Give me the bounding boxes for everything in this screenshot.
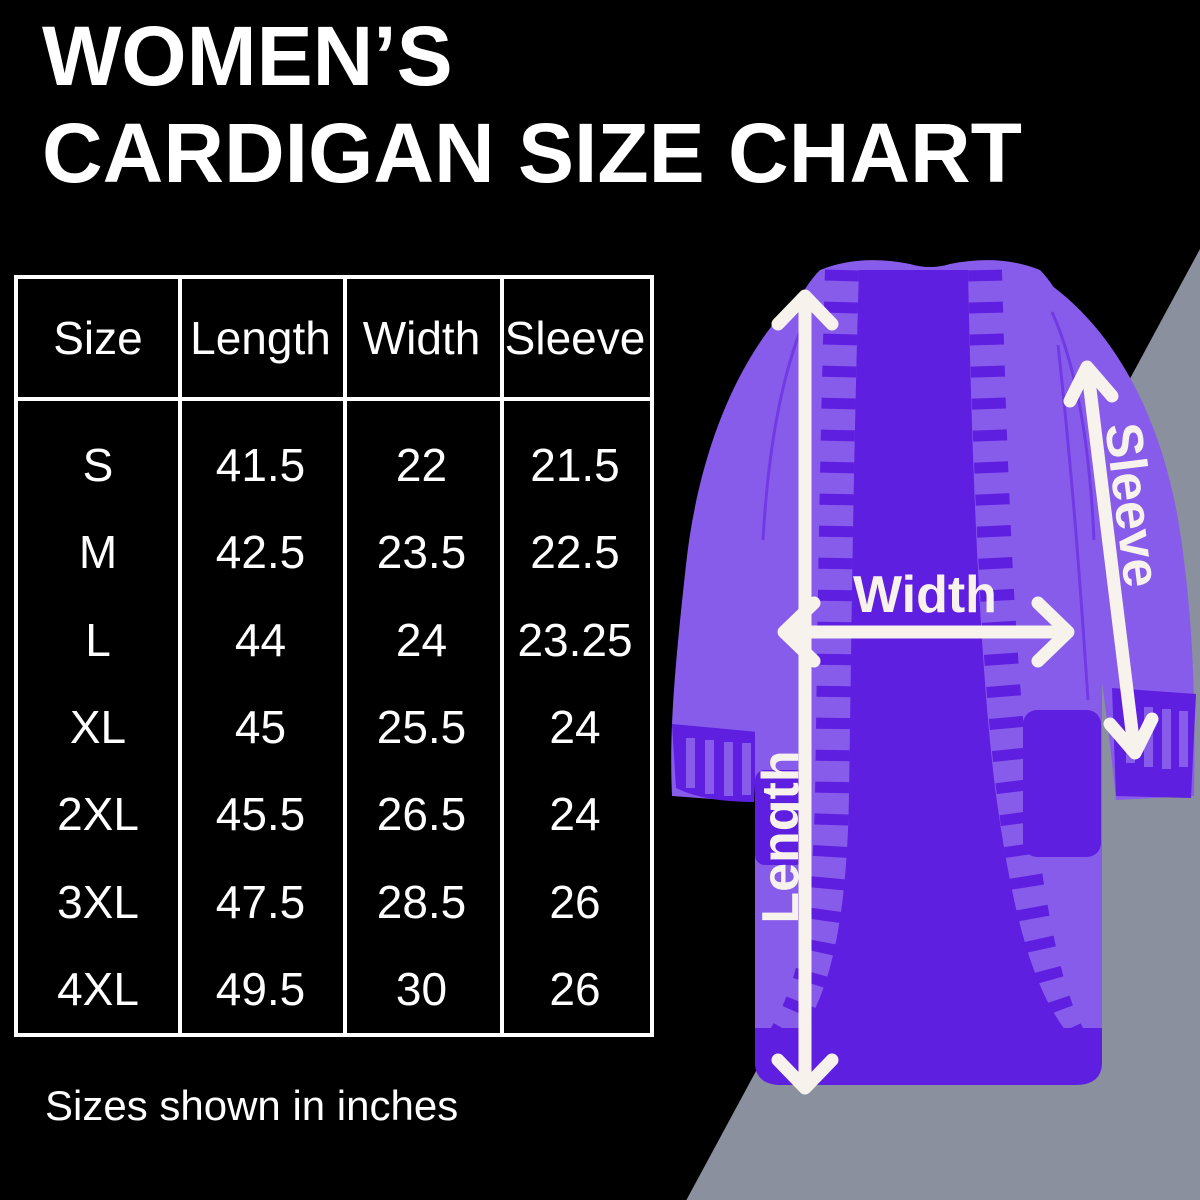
table-cell: 21.5 [530,438,620,491]
table-cell: 47.5 [215,875,306,928]
right-front-trim [968,269,1086,1049]
table-cell: 22.5 [530,526,620,579]
size-table: Size Length Width Sleeve S 41.5 22 21.5 … [14,275,654,1037]
column-divider [343,279,347,1033]
title-line-1: WOMEN’S [42,9,453,103]
table-cell: 3XL [57,875,139,928]
table-cell: M [78,526,118,579]
column-header-length: Length [190,312,331,364]
table-cell: 2XL [57,788,139,841]
column-header-width: Width [362,312,481,364]
left-cuff-ribbing [686,738,751,796]
table-cell: 41.5 [215,438,306,491]
column-divider [178,279,182,1033]
table-cell: 26 [549,963,601,1016]
cardigan-illustration: Width Length Sleeve [671,260,1196,1095]
table-cell: 30 [395,963,448,1016]
title-line-2: CARDIGAN SIZE CHART [42,106,1022,200]
table-cell: 45.5 [215,788,306,841]
column-header-size: Size [53,312,143,364]
arrowhead-upleft-icon [1063,360,1119,408]
page-title: WOMEN’S CARDIGAN SIZE CHART [42,8,1022,202]
table-cell: 23.25 [517,613,633,666]
cardigan-hem-band [755,1028,1102,1085]
table-cell: 26.5 [376,788,467,841]
sleeve-arrow [1063,360,1159,760]
width-measure-label: Width [853,566,997,624]
cardigan-front-panel [795,270,1075,1042]
table-cell: 26 [549,875,601,928]
length-measure-label: Length [752,750,810,923]
arrowhead-up-icon [771,289,839,331]
arrowhead-right-icon [1031,596,1075,668]
column-header-sleeve: Sleeve [504,312,646,364]
arrowhead-downright-icon [1103,712,1159,760]
column-divider [500,279,504,1033]
table-cell: 24 [395,613,448,666]
arrowhead-down-icon [771,1053,839,1095]
table-cell: 28.5 [376,875,467,928]
table-cell: 42.5 [215,526,306,579]
table-cell: 45 [234,700,287,753]
table-cell: 22 [395,438,448,491]
table-body: S 41.5 22 21.5 M 42.5 23.5 22.5 L 44 24 … [18,401,650,1033]
width-arrow [777,596,1075,668]
table-cell: S [82,438,114,491]
table-cell: 25.5 [376,700,467,753]
table-cell: 24 [549,788,601,841]
left-pocket [755,770,805,865]
table-cell: 24 [549,700,601,753]
length-arrow [771,289,839,1095]
measurement-arrows [771,289,1159,1095]
units-note: Sizes shown in inches [45,1082,459,1129]
right-pocket [1023,710,1101,857]
table-header-row: Size Length Width Sleeve [18,279,650,397]
table-cell: 23.5 [376,526,467,579]
table-cell: 44 [234,613,287,666]
table-cell: 49.5 [215,963,306,1016]
header-divider [18,397,650,401]
arrowhead-left-icon [777,596,821,668]
table-cell: L [85,613,111,666]
table-cell: 4XL [57,963,139,1016]
table-cell: XL [69,700,127,753]
